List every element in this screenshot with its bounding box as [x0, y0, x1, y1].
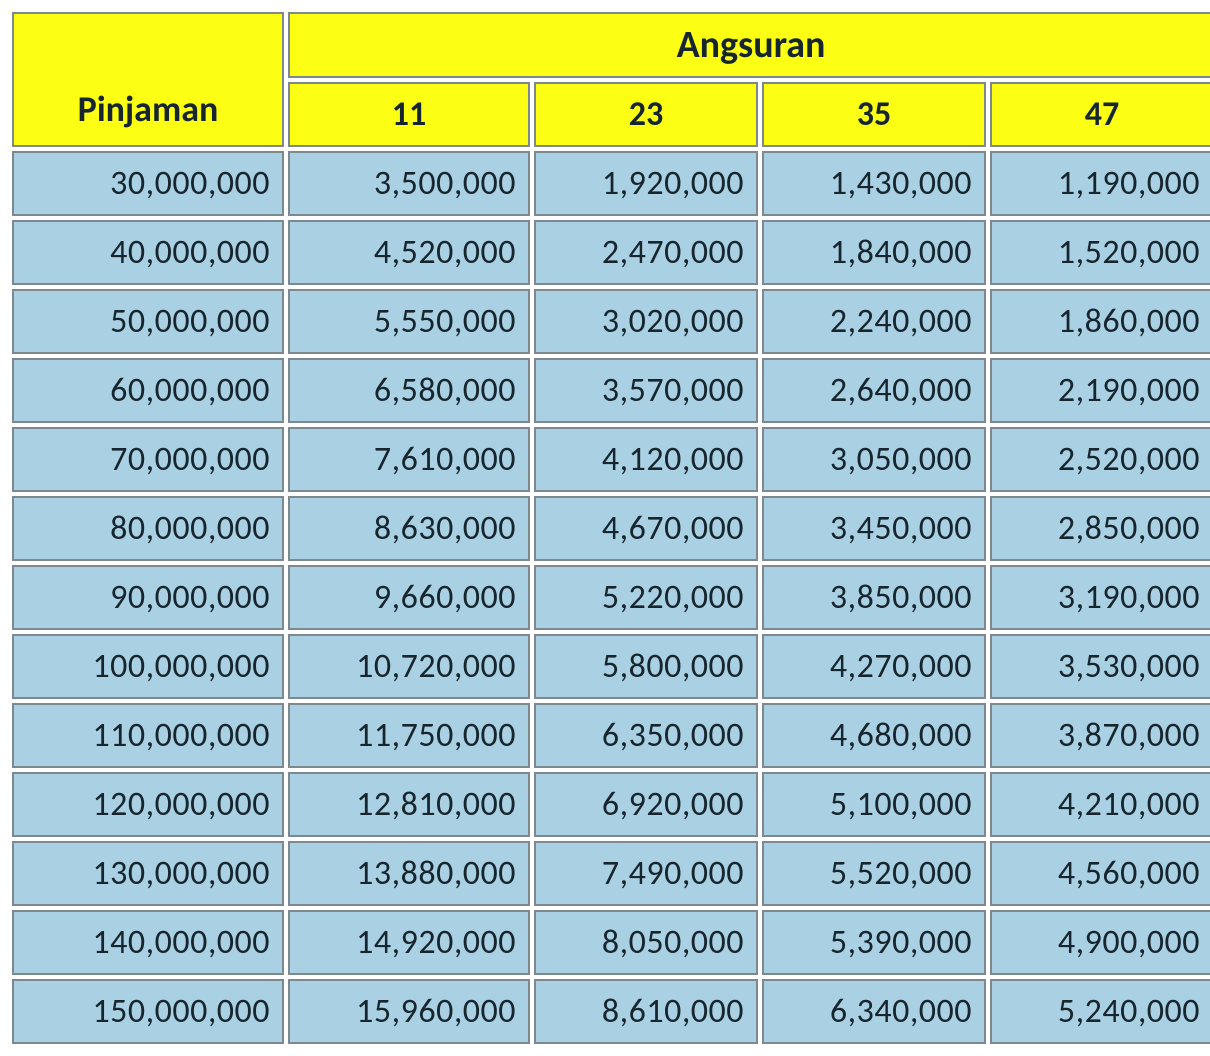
column-header-11: 11 [288, 82, 530, 147]
loan-amount-cell: 80,000,000 [12, 496, 284, 561]
installment-cell: 14,920,000 [288, 910, 530, 975]
installment-cell: 4,670,000 [534, 496, 758, 561]
installment-cell: 4,560,000 [990, 841, 1210, 906]
column-group-header-installment: Angsuran [288, 12, 1210, 78]
table-row: 90,000,0009,660,0005,220,0003,850,0003,1… [12, 565, 1210, 630]
installment-cell: 5,220,000 [534, 565, 758, 630]
installment-cell: 5,240,000 [990, 979, 1210, 1044]
table-row: 120,000,00012,810,0006,920,0005,100,0004… [12, 772, 1210, 837]
loan-amount-cell: 70,000,000 [12, 427, 284, 492]
installment-cell: 5,100,000 [762, 772, 986, 837]
loan-amount-cell: 60,000,000 [12, 358, 284, 423]
installment-cell: 8,050,000 [534, 910, 758, 975]
column-header-loan: Pinjaman [12, 12, 284, 147]
installment-cell: 3,450,000 [762, 496, 986, 561]
installment-cell: 4,680,000 [762, 703, 986, 768]
installment-cell: 7,610,000 [288, 427, 530, 492]
installment-cell: 5,390,000 [762, 910, 986, 975]
table-row: 110,000,00011,750,0006,350,0004,680,0003… [12, 703, 1210, 768]
installment-cell: 4,270,000 [762, 634, 986, 699]
installment-cell: 4,120,000 [534, 427, 758, 492]
table-row: 70,000,0007,610,0004,120,0003,050,0002,5… [12, 427, 1210, 492]
installment-cell: 2,850,000 [990, 496, 1210, 561]
table-row: 50,000,0005,550,0003,020,0002,240,0001,8… [12, 289, 1210, 354]
installment-cell: 5,800,000 [534, 634, 758, 699]
installment-cell: 2,640,000 [762, 358, 986, 423]
loan-amount-cell: 150,000,000 [12, 979, 284, 1044]
installment-cell: 2,240,000 [762, 289, 986, 354]
installment-cell: 8,630,000 [288, 496, 530, 561]
installment-cell: 4,210,000 [990, 772, 1210, 837]
installment-cell: 1,520,000 [990, 220, 1210, 285]
installment-cell: 5,550,000 [288, 289, 530, 354]
installment-cell: 1,190,000 [990, 151, 1210, 216]
column-header-35: 35 [762, 82, 986, 147]
table-row: 130,000,00013,880,0007,490,0005,520,0004… [12, 841, 1210, 906]
table-row: 40,000,0004,520,0002,470,0001,840,0001,5… [12, 220, 1210, 285]
installment-cell: 6,920,000 [534, 772, 758, 837]
installment-cell: 5,520,000 [762, 841, 986, 906]
loan-installment-table: Pinjaman Angsuran 11 23 35 47 30,000,000… [8, 8, 1210, 1048]
loan-amount-cell: 40,000,000 [12, 220, 284, 285]
installment-cell: 13,880,000 [288, 841, 530, 906]
installment-cell: 6,340,000 [762, 979, 986, 1044]
table-row: 100,000,00010,720,0005,800,0004,270,0003… [12, 634, 1210, 699]
table-row: 60,000,0006,580,0003,570,0002,640,0002,1… [12, 358, 1210, 423]
table-header-row-1: Pinjaman Angsuran [12, 12, 1210, 78]
loan-amount-cell: 50,000,000 [12, 289, 284, 354]
loan-amount-cell: 100,000,000 [12, 634, 284, 699]
loan-amount-cell: 140,000,000 [12, 910, 284, 975]
installment-cell: 8,610,000 [534, 979, 758, 1044]
installment-cell: 6,580,000 [288, 358, 530, 423]
installment-cell: 10,720,000 [288, 634, 530, 699]
installment-cell: 3,020,000 [534, 289, 758, 354]
installment-cell: 4,520,000 [288, 220, 530, 285]
installment-cell: 2,520,000 [990, 427, 1210, 492]
table-header: Pinjaman Angsuran 11 23 35 47 [12, 12, 1210, 147]
column-header-47: 47 [990, 82, 1210, 147]
installment-cell: 11,750,000 [288, 703, 530, 768]
loan-amount-cell: 90,000,000 [12, 565, 284, 630]
installment-cell: 9,660,000 [288, 565, 530, 630]
installment-cell: 3,500,000 [288, 151, 530, 216]
installment-cell: 3,870,000 [990, 703, 1210, 768]
installment-cell: 1,860,000 [990, 289, 1210, 354]
installment-cell: 1,430,000 [762, 151, 986, 216]
loan-amount-cell: 30,000,000 [12, 151, 284, 216]
installment-cell: 3,530,000 [990, 634, 1210, 699]
installment-cell: 1,920,000 [534, 151, 758, 216]
installment-cell: 12,810,000 [288, 772, 530, 837]
installment-cell: 2,190,000 [990, 358, 1210, 423]
table-row: 150,000,00015,960,0008,610,0006,340,0005… [12, 979, 1210, 1044]
loan-amount-cell: 110,000,000 [12, 703, 284, 768]
table-body: 30,000,0003,500,0001,920,0001,430,0001,1… [12, 151, 1210, 1044]
loan-amount-cell: 130,000,000 [12, 841, 284, 906]
installment-cell: 1,840,000 [762, 220, 986, 285]
installment-cell: 3,190,000 [990, 565, 1210, 630]
loan-installment-table-container: Pinjaman Angsuran 11 23 35 47 30,000,000… [8, 8, 1202, 1048]
table-row: 140,000,00014,920,0008,050,0005,390,0004… [12, 910, 1210, 975]
installment-cell: 3,570,000 [534, 358, 758, 423]
installment-cell: 2,470,000 [534, 220, 758, 285]
installment-cell: 7,490,000 [534, 841, 758, 906]
installment-cell: 4,900,000 [990, 910, 1210, 975]
table-row: 80,000,0008,630,0004,670,0003,450,0002,8… [12, 496, 1210, 561]
installment-cell: 3,850,000 [762, 565, 986, 630]
installment-cell: 15,960,000 [288, 979, 530, 1044]
column-header-23: 23 [534, 82, 758, 147]
loan-amount-cell: 120,000,000 [12, 772, 284, 837]
installment-cell: 3,050,000 [762, 427, 986, 492]
installment-cell: 6,350,000 [534, 703, 758, 768]
table-row: 30,000,0003,500,0001,920,0001,430,0001,1… [12, 151, 1210, 216]
